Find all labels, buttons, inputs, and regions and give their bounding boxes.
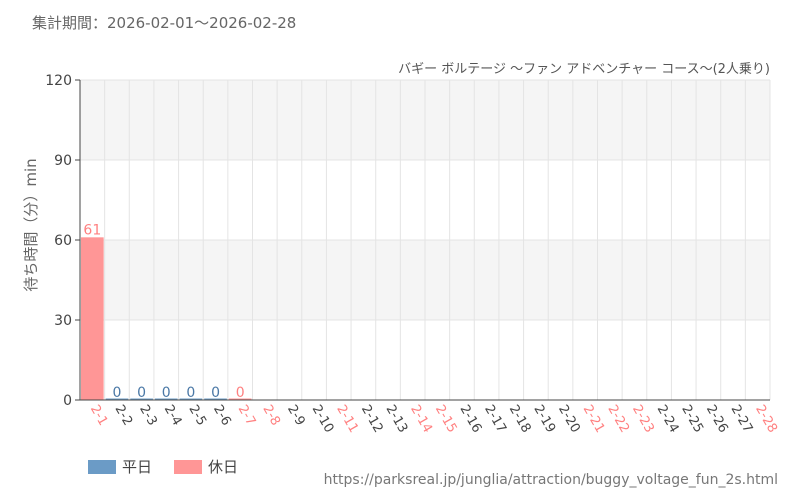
x-tick-label-2-12: 2-12 [358,403,386,436]
value-label-2-3: 0 [137,385,146,401]
y-tick-labels: 0 30 60 90 120 [45,73,72,409]
legend-item-weekday: 平日 [88,456,152,477]
x-tick-label-2-18: 2-18 [506,403,534,436]
axes [75,79,770,401]
period-label: 集計期間：2026-02-01～2026-02-28 [32,14,297,32]
bar-2-1 [81,237,104,400]
grid-lines [79,79,771,401]
bar-2-5 [179,398,203,400]
x-tick-label-2-27: 2-27 [728,403,756,436]
x-tick-label-2-21: 2-21 [580,403,608,436]
x-tick-label-2-19: 2-19 [530,403,558,436]
bar-2-6 [204,398,227,400]
x-tick-label-2-24: 2-24 [654,403,682,436]
x-tick-label-2-1: 2-1 [87,403,111,429]
x-tick-label-2-22: 2-22 [604,403,632,436]
x-tick-label-2-8: 2-8 [259,403,283,429]
y-tick-label-120: 120 [45,73,72,89]
bars [81,237,252,400]
value-labels: 610 0 0 0 0 0 [83,222,244,401]
legend: 平日 休日 [88,456,238,477]
x-tick-label-2-9: 2-9 [284,403,308,429]
legend-label-weekday: 平日 [122,458,153,476]
x-tick-label-2-15: 2-15 [432,403,460,436]
x-tick-labels: 2-1 2-2 2-3 2-4 2-5 2-6 2-7 2-8 2-9 2-102-112-122… [87,403,780,436]
legend-swatch-holiday [174,459,203,474]
x-tick-label-2-16: 2-16 [457,403,485,436]
bar-2-7 [228,398,252,400]
x-tick-label-2-10: 2-10 [309,403,337,436]
value-label-2-4: 0 [162,385,171,401]
x-tick-label-2-28: 2-28 [752,403,780,436]
value-label-2-1: 61 [83,222,101,238]
x-tick-label-2-20: 2-20 [555,403,583,436]
x-tick-label-2-4: 2-4 [161,403,185,429]
x-tick-label-2-23: 2-23 [629,403,657,436]
y-axis-label: 待ち時間（分）min [22,158,40,291]
y-tick-label-30: 30 [54,313,72,329]
x-tick-label-2-2: 2-2 [112,403,136,429]
x-tick-label-2-13: 2-13 [383,403,411,436]
y-tick-label-90: 90 [54,153,72,169]
x-tick-label-2-7: 2-7 [235,403,259,429]
x-tick-label-2-26: 2-26 [703,403,731,436]
x-tick-label-2-3: 2-3 [136,403,160,429]
x-tick-label-2-11: 2-11 [333,403,361,436]
value-label-2-2: 0 [113,385,122,401]
y-tick-label-0: 0 [63,393,72,409]
chart-title: バギー ボルテージ ～ファン アドベンチャー コース～(2人乗り) [398,62,770,77]
y-tick-label-60: 60 [54,233,72,249]
x-tick-label-2-6: 2-6 [210,403,234,429]
bar-2-2 [105,398,129,400]
bar-2-4 [154,398,178,400]
x-tick-label-2-25: 2-25 [678,403,706,436]
legend-label-holiday: 休日 [208,458,239,476]
legend-item-holiday: 休日 [174,456,238,477]
legend-swatch-weekday [88,459,116,474]
x-tick-label-2-17: 2-17 [481,403,509,436]
value-label-2-7: 0 [236,385,245,401]
x-tick-label-2-5: 2-5 [185,403,209,429]
source-url[interactable]: https://parksreal.jp/junglia/attraction/… [323,472,778,488]
value-label-2-5: 0 [186,385,195,401]
x-tick-label-2-14: 2-14 [407,403,435,436]
value-label-2-6: 0 [211,385,220,401]
bar-2-3 [130,398,153,400]
